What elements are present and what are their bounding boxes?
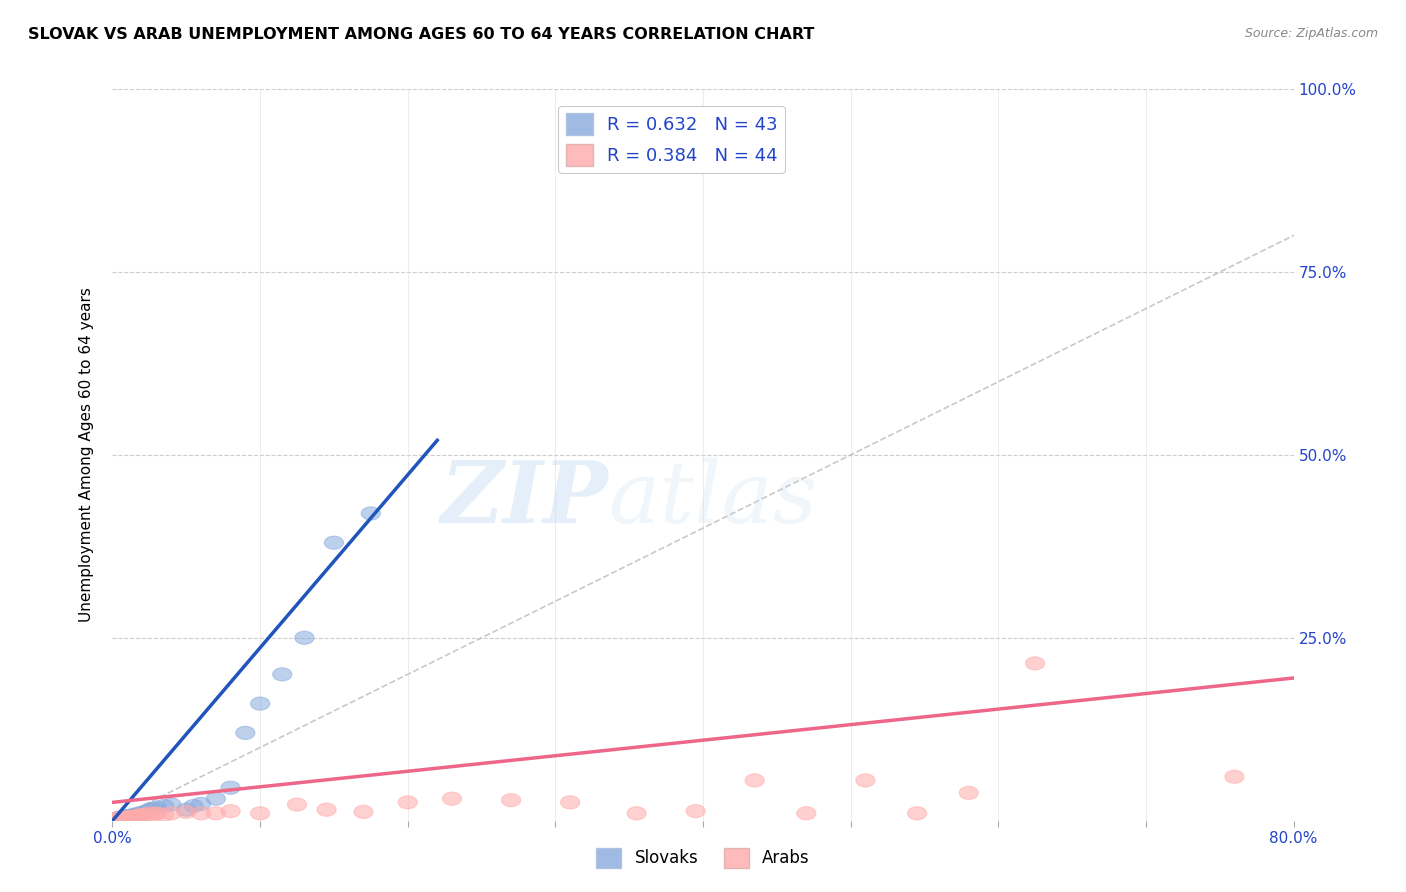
Text: atlas: atlas [609, 458, 818, 541]
Ellipse shape [121, 810, 139, 822]
Ellipse shape [139, 803, 159, 816]
Ellipse shape [745, 774, 765, 787]
Ellipse shape [111, 811, 131, 824]
Ellipse shape [162, 806, 181, 820]
Ellipse shape [145, 807, 163, 821]
Ellipse shape [111, 812, 131, 825]
Ellipse shape [145, 803, 163, 815]
Ellipse shape [207, 806, 225, 820]
Y-axis label: Unemployment Among Ages 60 to 64 years: Unemployment Among Ages 60 to 64 years [79, 287, 94, 623]
Ellipse shape [155, 799, 174, 813]
Ellipse shape [108, 813, 128, 826]
Ellipse shape [325, 536, 343, 549]
Ellipse shape [561, 796, 579, 809]
Ellipse shape [135, 805, 155, 819]
Ellipse shape [177, 803, 195, 816]
Ellipse shape [118, 811, 136, 823]
Ellipse shape [122, 811, 141, 823]
Ellipse shape [120, 811, 138, 824]
Ellipse shape [120, 811, 138, 823]
Ellipse shape [354, 805, 373, 819]
Ellipse shape [273, 668, 292, 681]
Ellipse shape [502, 794, 520, 806]
Ellipse shape [959, 786, 979, 799]
Ellipse shape [117, 812, 135, 825]
Ellipse shape [207, 792, 225, 805]
Ellipse shape [110, 811, 129, 824]
Ellipse shape [107, 812, 127, 825]
Ellipse shape [797, 806, 815, 820]
Ellipse shape [221, 805, 240, 818]
Ellipse shape [124, 811, 143, 824]
Ellipse shape [127, 809, 146, 822]
Ellipse shape [1225, 770, 1244, 783]
Legend: Slovaks, Arabs: Slovaks, Arabs [589, 841, 817, 875]
Ellipse shape [125, 811, 145, 823]
Ellipse shape [287, 798, 307, 811]
Ellipse shape [686, 805, 706, 818]
Ellipse shape [129, 806, 149, 820]
Ellipse shape [118, 811, 136, 823]
Ellipse shape [162, 798, 181, 811]
Ellipse shape [121, 811, 139, 824]
Ellipse shape [443, 792, 461, 805]
Ellipse shape [316, 803, 336, 816]
Ellipse shape [856, 774, 875, 787]
Ellipse shape [114, 812, 132, 825]
Ellipse shape [907, 806, 927, 820]
Ellipse shape [115, 811, 134, 823]
Ellipse shape [177, 805, 195, 819]
Ellipse shape [108, 813, 128, 826]
Ellipse shape [398, 796, 418, 809]
Ellipse shape [122, 809, 141, 822]
Ellipse shape [107, 812, 127, 825]
Ellipse shape [135, 808, 155, 822]
Ellipse shape [105, 813, 125, 826]
Ellipse shape [191, 797, 211, 811]
Ellipse shape [110, 812, 129, 825]
Text: Source: ZipAtlas.com: Source: ZipAtlas.com [1244, 27, 1378, 40]
Ellipse shape [107, 813, 127, 826]
Ellipse shape [129, 809, 149, 822]
Ellipse shape [115, 811, 134, 824]
Ellipse shape [115, 811, 134, 824]
Ellipse shape [250, 806, 270, 820]
Ellipse shape [627, 806, 647, 820]
Text: ZIP: ZIP [440, 457, 609, 541]
Ellipse shape [295, 632, 314, 644]
Ellipse shape [191, 806, 211, 820]
Ellipse shape [125, 808, 145, 822]
Ellipse shape [686, 127, 706, 140]
Ellipse shape [118, 810, 136, 822]
Ellipse shape [127, 810, 146, 822]
Ellipse shape [221, 781, 240, 794]
Ellipse shape [108, 812, 128, 825]
Ellipse shape [110, 812, 129, 825]
Ellipse shape [1025, 657, 1045, 670]
Ellipse shape [111, 811, 131, 824]
Ellipse shape [155, 808, 174, 822]
Ellipse shape [114, 811, 132, 823]
Ellipse shape [236, 726, 254, 739]
Ellipse shape [132, 808, 152, 822]
Ellipse shape [124, 810, 143, 822]
Ellipse shape [184, 799, 204, 813]
Ellipse shape [117, 811, 135, 824]
Ellipse shape [361, 507, 381, 520]
Ellipse shape [139, 806, 159, 820]
Ellipse shape [132, 806, 152, 820]
Ellipse shape [105, 813, 125, 826]
Ellipse shape [148, 806, 166, 820]
Ellipse shape [114, 811, 132, 824]
Ellipse shape [250, 697, 270, 710]
Ellipse shape [148, 801, 166, 814]
Legend: R = 0.632   N = 43, R = 0.384   N = 44: R = 0.632 N = 43, R = 0.384 N = 44 [558, 105, 785, 173]
Text: SLOVAK VS ARAB UNEMPLOYMENT AMONG AGES 60 TO 64 YEARS CORRELATION CHART: SLOVAK VS ARAB UNEMPLOYMENT AMONG AGES 6… [28, 27, 814, 42]
Ellipse shape [117, 810, 135, 822]
